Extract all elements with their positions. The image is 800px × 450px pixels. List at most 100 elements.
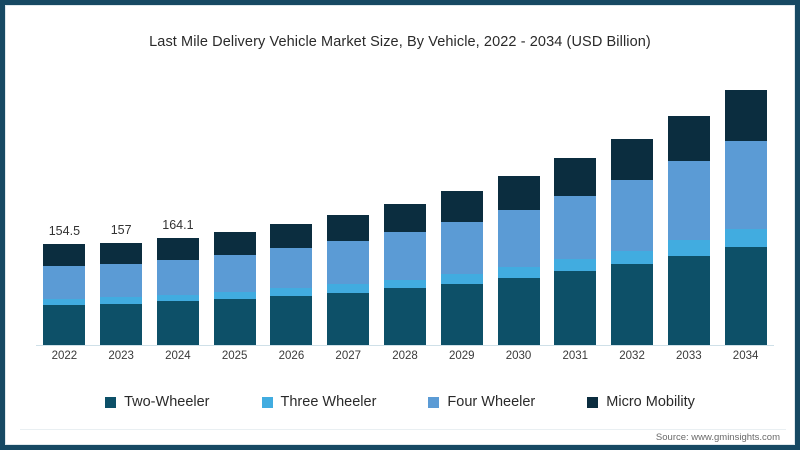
bar-segment[interactable] [100, 303, 143, 345]
bar-segment[interactable] [327, 292, 370, 345]
legend-swatch-icon [587, 396, 599, 408]
bar-segment[interactable] [440, 221, 483, 275]
bar-segment[interactable] [724, 228, 767, 247]
legend-item[interactable]: Two-Wheeler [105, 394, 210, 410]
bar-segment[interactable] [384, 232, 426, 280]
bar-segment[interactable] [213, 254, 256, 292]
bar-segment[interactable] [554, 195, 597, 260]
legend-swatch-icon [428, 396, 440, 408]
page-title: Last Mile Delivery Vehicle Market Size, … [149, 34, 651, 50]
x-axis-tick: 2034 [732, 350, 759, 362]
bar-segment[interactable] [667, 161, 710, 241]
bar-segment[interactable] [327, 240, 370, 285]
bar-segment[interactable] [156, 301, 199, 345]
bar-segment[interactable] [611, 250, 654, 265]
bar-segment[interactable] [270, 248, 313, 289]
bar-segment[interactable] [724, 246, 767, 345]
bar-segment[interactable] [440, 274, 483, 284]
bar-segment[interactable] [327, 284, 370, 293]
chart-legend: Two-Wheeler Three Wheeler Four Wheeler Micr… [6, 394, 794, 410]
x-axis-tick: 2031 [562, 350, 589, 362]
bar-segment[interactable] [611, 138, 654, 180]
chart-canvas: Last Mile Delivery Vehicle Market Size, … [5, 5, 795, 445]
bar-segment[interactable] [43, 266, 86, 299]
bar-group[interactable] [724, 90, 767, 345]
bar-group[interactable] [667, 115, 710, 345]
bar-value-label: 154.5 [48, 224, 81, 239]
bar-group[interactable]: 157 [100, 223, 143, 345]
bar-segment[interactable] [213, 298, 256, 345]
bar-segment[interactable] [384, 203, 426, 233]
bar-segment[interactable] [724, 140, 767, 229]
legend-item[interactable]: Four Wheeler [428, 394, 535, 410]
bar-segment[interactable] [327, 214, 370, 241]
bar-segment[interactable] [384, 279, 426, 289]
bar-group[interactable] [497, 175, 540, 345]
bar-segment[interactable] [554, 158, 597, 196]
x-axis-tick: 2033 [676, 350, 702, 362]
bar-segment[interactable] [43, 304, 86, 345]
bar-group[interactable]: 154.5 [43, 224, 86, 345]
bar-group[interactable] [554, 158, 597, 345]
legend-swatch-icon [105, 396, 117, 408]
bar-segment[interactable] [497, 277, 540, 345]
bar-segment[interactable] [100, 264, 143, 298]
x-axis-tick: 2022 [51, 350, 78, 362]
bar-group[interactable] [611, 138, 654, 345]
bar-segment[interactable] [611, 264, 654, 345]
legend-label: Micro Mobility [606, 394, 695, 410]
bar-group[interactable] [270, 223, 313, 345]
x-axis-tick: 2030 [505, 350, 532, 362]
x-axis-tick: 2029 [448, 350, 475, 362]
plot-area: 154.5 157 164.1 [36, 66, 774, 346]
bar-segment[interactable] [156, 294, 199, 302]
bar-segment[interactable] [440, 191, 483, 222]
legend-item[interactable]: Three Wheeler [261, 394, 377, 410]
legend-label: Four Wheeler [447, 394, 536, 410]
x-axis-tick: 2032 [619, 350, 645, 362]
bar-segment[interactable] [724, 90, 767, 141]
x-axis-tick: 2028 [392, 350, 418, 362]
legend-label: Three Wheeler [280, 394, 377, 410]
bar-segment[interactable] [554, 259, 597, 272]
bar-segment[interactable] [497, 267, 540, 278]
bar-segment[interactable] [497, 175, 540, 210]
bar-segment[interactable] [156, 238, 199, 260]
bar-segment[interactable] [43, 244, 86, 267]
bar-group[interactable] [384, 203, 426, 345]
x-axis-tick: 2026 [278, 350, 305, 362]
bar-segment[interactable] [554, 271, 597, 345]
bar-segment[interactable] [156, 259, 199, 295]
bar-segment[interactable] [440, 283, 483, 345]
bar-segment[interactable] [100, 297, 143, 304]
bar-segment[interactable] [667, 255, 710, 345]
bar-segment[interactable] [497, 209, 540, 268]
bar-value-label: 164.1 [162, 218, 194, 233]
bar-segment[interactable] [611, 179, 654, 251]
bar-segment[interactable] [667, 240, 710, 256]
bar-segment[interactable] [667, 115, 710, 162]
x-axis-tick: 2025 [221, 350, 248, 362]
legend-item[interactable]: Micro Mobility [587, 394, 695, 410]
bar-group[interactable] [213, 231, 256, 345]
bar-segment[interactable] [270, 295, 313, 345]
x-axis-tick: 2027 [335, 350, 362, 362]
bar-group[interactable]: 164.1 [156, 218, 199, 345]
bar-segment[interactable] [384, 288, 426, 345]
legend-swatch-icon [261, 396, 273, 408]
bar-segment[interactable] [213, 291, 256, 299]
bar-group[interactable] [440, 191, 483, 345]
source-attribution: Source: www.gminsights.com [655, 432, 780, 443]
x-axis-tick: 2024 [165, 350, 191, 362]
x-axis-tick: 2023 [108, 350, 134, 362]
bar-segment[interactable] [213, 231, 256, 255]
bar-segment[interactable] [270, 288, 313, 296]
bar-group[interactable] [327, 214, 370, 345]
bar-segment[interactable] [270, 223, 313, 248]
axis-baseline [36, 345, 774, 346]
bar-segment[interactable] [100, 242, 143, 265]
x-axis-tick-labels: 2022 2023 2024 2025 2026 2027 2028 2029 2030 2031… [36, 350, 774, 370]
footer-divider [20, 429, 786, 430]
bar-segment[interactable] [43, 298, 86, 305]
